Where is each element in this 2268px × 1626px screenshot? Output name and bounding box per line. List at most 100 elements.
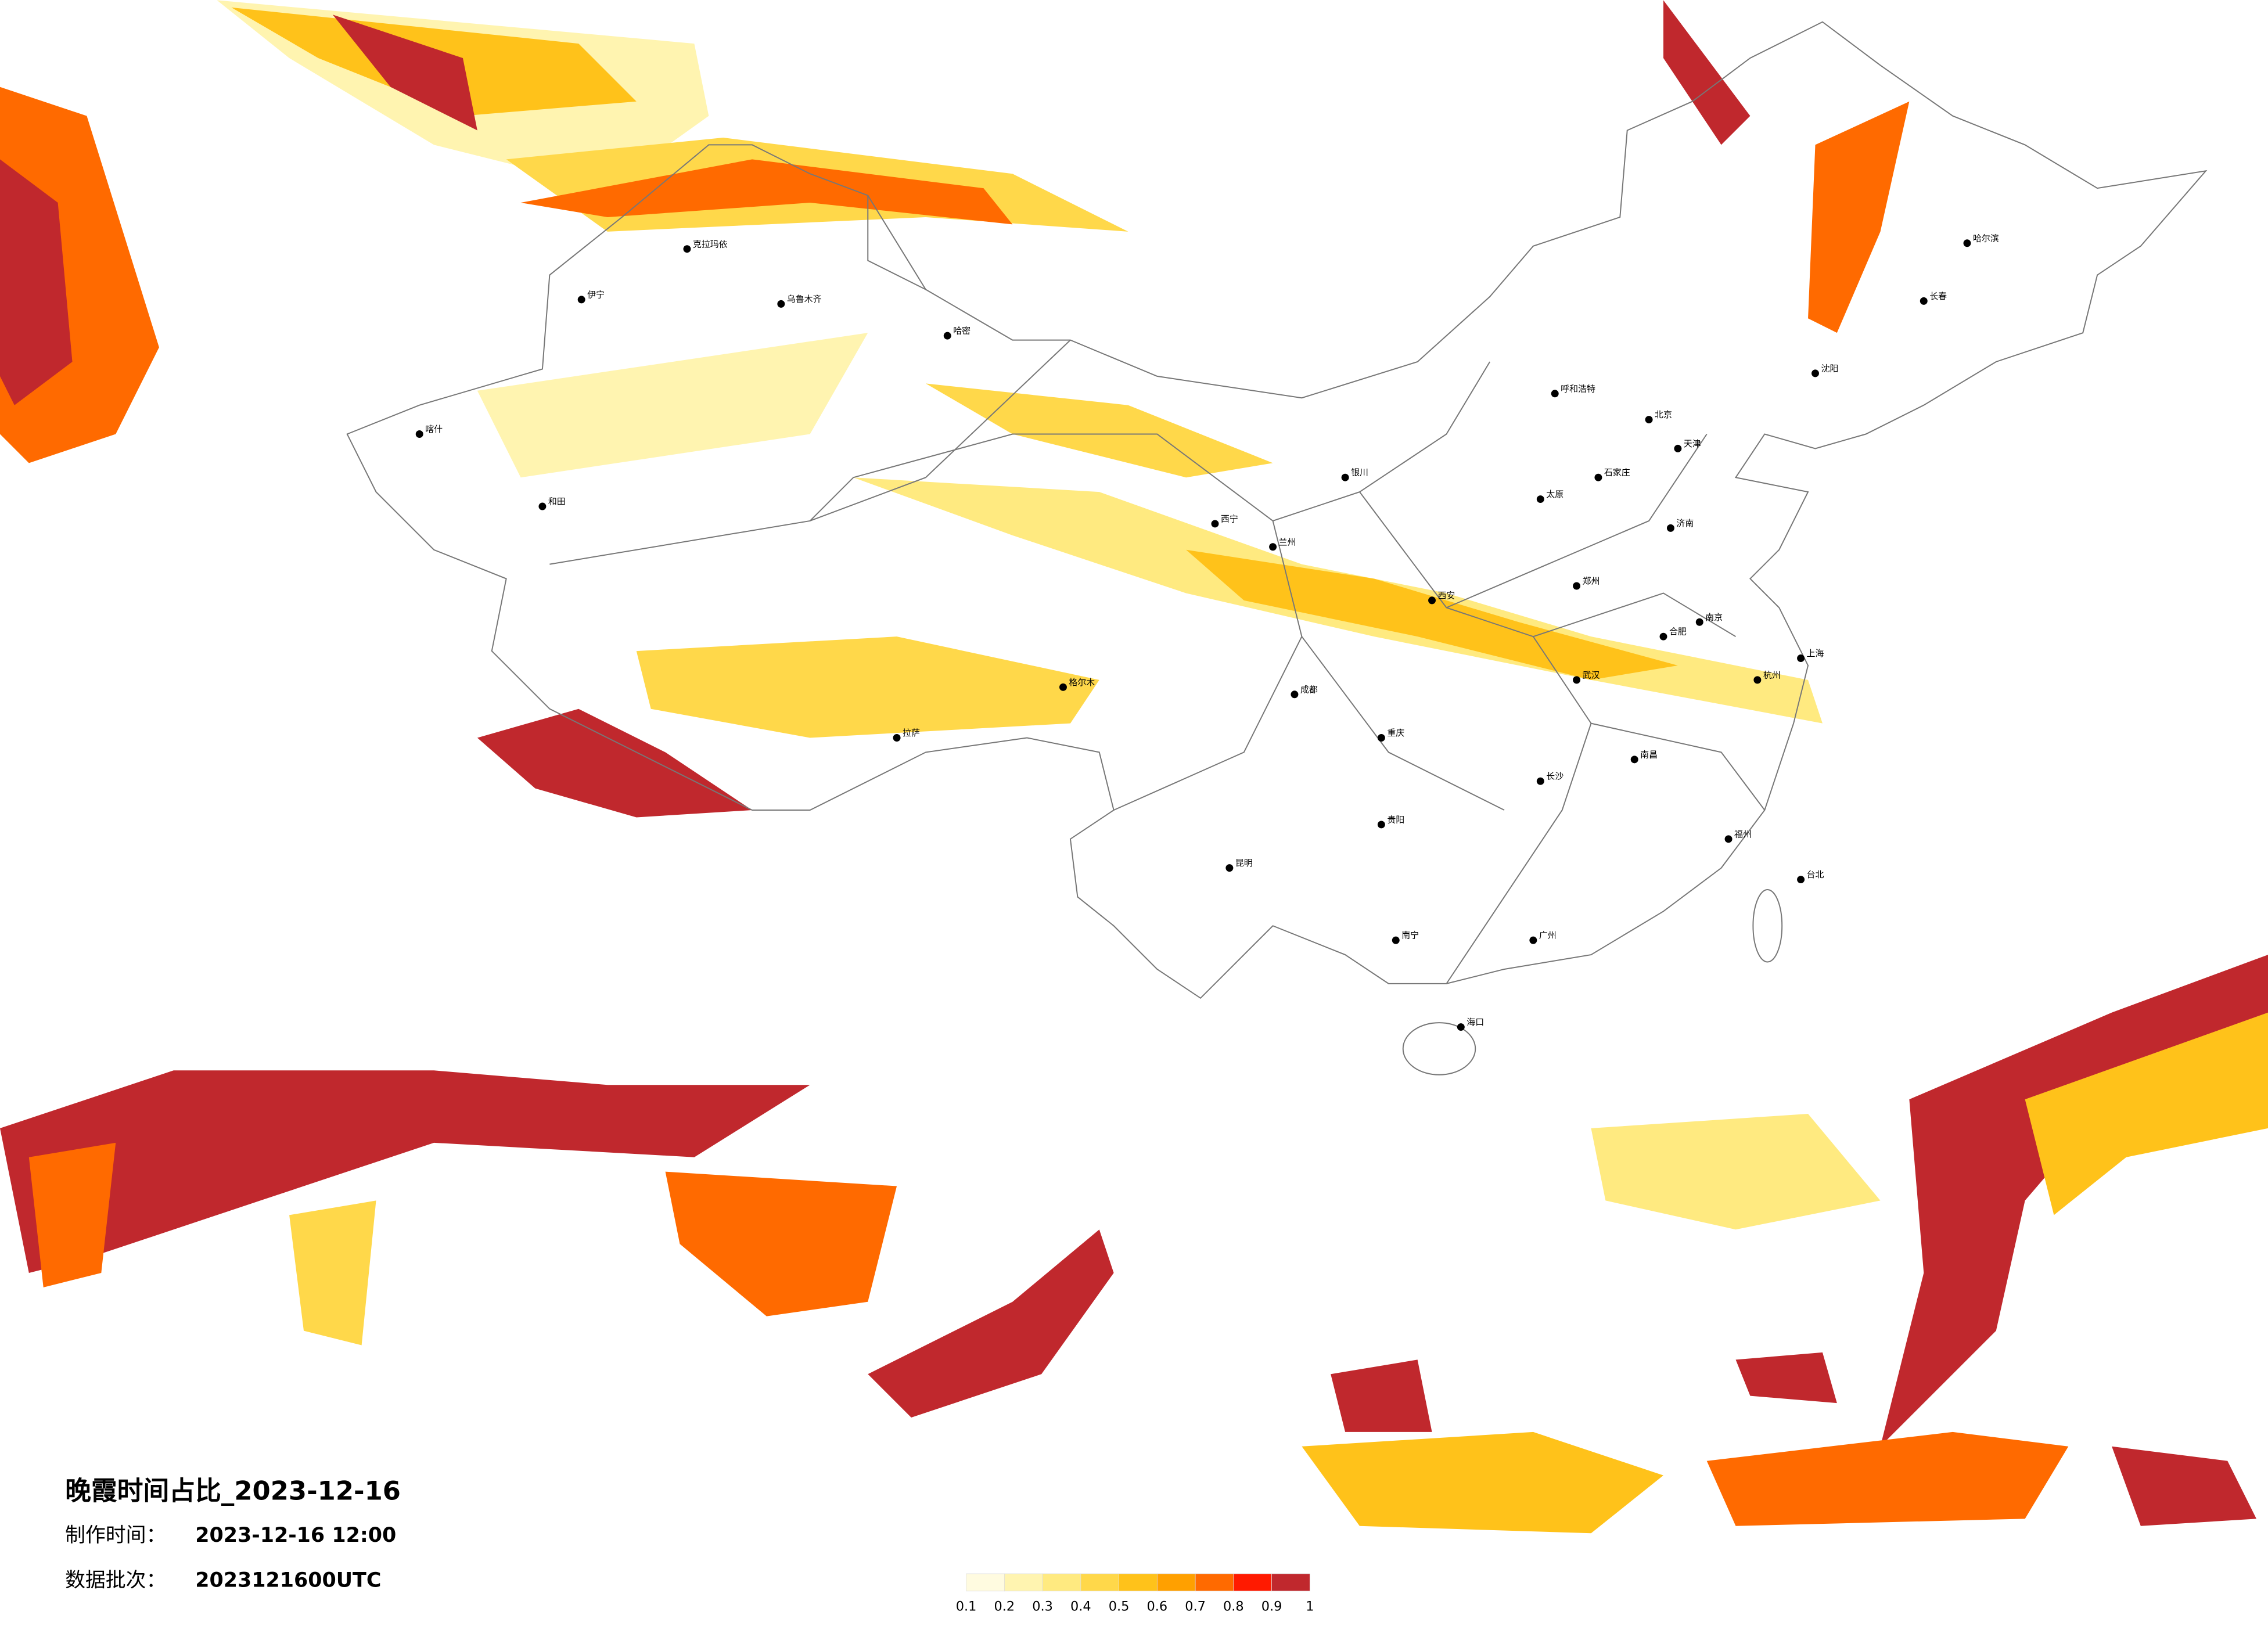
legend-tick-label: 1 <box>1306 1599 1314 1614</box>
city-label: 重庆 <box>1387 728 1404 738</box>
china-outline <box>346 21 2208 1075</box>
city-dot <box>1920 297 1928 305</box>
city-dot <box>1695 618 1703 626</box>
legend-swatch <box>966 1573 1005 1592</box>
city-dot <box>1797 876 1805 884</box>
field-area <box>332 15 477 131</box>
city-label: 哈尔滨 <box>1973 233 1999 243</box>
city-label: 兰州 <box>1279 537 1296 547</box>
city-dot <box>1645 416 1653 424</box>
city-dot <box>1457 1023 1465 1031</box>
city-label: 乌鲁木齐 <box>787 294 822 304</box>
legend-tick-label: 0.7 <box>1185 1599 1206 1614</box>
city-dot <box>1428 596 1436 605</box>
legend-swatch <box>1271 1573 1310 1592</box>
field-area <box>868 1229 1114 1418</box>
city-dot <box>1551 390 1559 398</box>
city-dot <box>1666 524 1674 532</box>
city-label: 杭州 <box>1763 670 1781 680</box>
city-label: 沈阳 <box>1821 363 1838 373</box>
field-area <box>1880 955 2268 1447</box>
city-dot <box>1630 756 1638 764</box>
city-label: 西安 <box>1437 590 1455 600</box>
city-dot <box>1573 582 1581 590</box>
hainan <box>1402 1022 1476 1075</box>
city-dot <box>1269 543 1277 551</box>
taiwan <box>1752 888 1783 963</box>
city-label: 格尔木 <box>1069 677 1095 688</box>
legend-swatch <box>1080 1573 1119 1592</box>
field-area <box>477 708 753 818</box>
city-label: 北京 <box>1655 409 1672 420</box>
city-dot <box>1377 734 1385 742</box>
city-label: 和田 <box>548 497 566 507</box>
field-area <box>925 383 1273 478</box>
legend-swatch <box>1195 1573 1234 1592</box>
legend-tick-label: 0.2 <box>994 1599 1015 1614</box>
city-dot <box>577 296 585 304</box>
city-label: 南京 <box>1705 612 1723 623</box>
city-dot <box>1573 676 1581 684</box>
legend-swatch <box>1119 1573 1158 1592</box>
city-label: 石家庄 <box>1604 467 1630 478</box>
field-area <box>477 333 868 478</box>
field-area <box>28 1142 116 1287</box>
legend-swatch <box>1156 1573 1196 1592</box>
city-label: 台北 <box>1807 869 1824 880</box>
country-border <box>346 21 2208 999</box>
field-area <box>1706 1431 2069 1526</box>
city-dot <box>415 430 423 438</box>
city-label: 济南 <box>1676 518 1694 528</box>
city-dot <box>777 300 785 308</box>
city-label: 成都 <box>1300 684 1318 695</box>
city-dot <box>1392 936 1400 944</box>
city-label: 长春 <box>1929 291 1947 301</box>
field-area <box>1808 101 1910 333</box>
city-label: 呼和浩特 <box>1561 383 1595 394</box>
field-area <box>0 159 73 405</box>
map-title: 晚霞时间占比_2023-12-16 <box>65 1476 401 1506</box>
city-dot <box>1225 864 1234 872</box>
batch-label: 数据批次： <box>65 1569 166 1592</box>
legend-tick-label: 0.3 <box>1032 1599 1053 1614</box>
city-label: 广州 <box>1539 930 1557 941</box>
city-label: 喀什 <box>425 424 443 434</box>
field-area <box>1591 1114 1881 1230</box>
legend-tick-label: 0.1 <box>956 1599 977 1614</box>
city-dot <box>538 502 547 510</box>
legend-tick-label: 0.4 <box>1070 1599 1091 1614</box>
city-label: 贵阳 <box>1387 814 1404 825</box>
made-time: 2023-12-16 12:00 <box>195 1524 396 1547</box>
city-dot <box>1963 239 1971 247</box>
city-label: 南宁 <box>1401 930 1419 941</box>
city-label: 太原 <box>1546 489 1563 499</box>
city-label: 郑州 <box>1583 576 1600 587</box>
city-label: 合肥 <box>1669 627 1687 637</box>
province-border <box>549 195 1766 984</box>
field-area <box>1735 1352 1837 1404</box>
field-area <box>665 1171 897 1316</box>
city-label: 伊宁 <box>587 289 605 300</box>
city-label: 克拉玛依 <box>693 239 728 249</box>
city-dot <box>1377 821 1385 829</box>
city-label: 上海 <box>1807 648 1824 659</box>
legend: 0.1 0.2 0.3 0.4 0.5 0.6 0.7 0.8 0.9 1 <box>956 1573 1314 1614</box>
city-dot <box>1536 495 1544 503</box>
city-dot <box>943 332 951 340</box>
city-label: 长沙 <box>1546 771 1563 782</box>
city-dot <box>1753 676 1762 684</box>
field-area <box>1331 1359 1432 1432</box>
legend-swatch <box>1004 1573 1043 1592</box>
legend-tick-label: 0.9 <box>1261 1599 1282 1614</box>
city-label: 天津 <box>1684 438 1701 449</box>
city-dot <box>1674 444 1682 452</box>
city-dot <box>1059 683 1067 691</box>
field-area <box>520 159 1013 225</box>
field-area <box>1186 549 1678 680</box>
legend-tick-label: 0.5 <box>1109 1599 1130 1614</box>
field-area <box>636 636 1099 738</box>
legend-swatch <box>1233 1573 1272 1592</box>
